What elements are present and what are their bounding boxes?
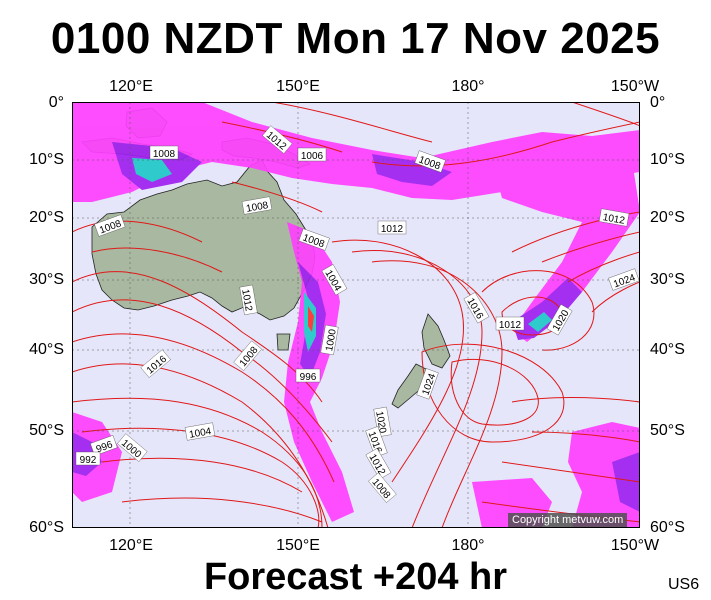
lat-label-20s-left: 20°S xyxy=(29,209,64,226)
isobar-line xyxy=(511,397,640,403)
isobar-line xyxy=(481,270,595,351)
lat-label-40s-left: 40°S xyxy=(29,341,64,358)
isobar-line xyxy=(567,251,640,283)
precip-tasman-red xyxy=(308,306,314,332)
isobar-line xyxy=(421,343,565,443)
isobar-line xyxy=(450,358,539,426)
weather-map: 1012 1008 1006 1008 1008 1008 1012 1008 … xyxy=(72,102,640,528)
isobar-label: 1004 xyxy=(188,426,212,441)
lon-label-150e-bottom: 150°E xyxy=(276,537,320,554)
lon-label-150w-bottom: 150°W xyxy=(610,537,660,554)
precip-coral-sea xyxy=(372,154,452,186)
precip-east-band xyxy=(492,154,640,342)
precip-south-core xyxy=(612,452,640,512)
precip-tropics-core2 xyxy=(132,158,172,182)
lat-label-40s-right: 40°S xyxy=(650,341,685,358)
isobar-label: 1008 xyxy=(245,200,269,215)
lat-label-60s-right: 60°S xyxy=(650,519,685,536)
isobar-line xyxy=(371,121,640,167)
map-frame xyxy=(72,102,640,528)
isobar-line xyxy=(91,247,223,273)
lon-label-150e-top: 150°E xyxy=(276,78,320,95)
precip-east-cyan xyxy=(528,312,552,332)
lat-label-20s-right: 20°S xyxy=(650,209,685,226)
lat-label-50s-right: 50°S xyxy=(650,422,685,439)
isobar-line xyxy=(221,121,343,153)
lat-label-30s-right: 30°S xyxy=(650,271,685,288)
isobar-line xyxy=(541,231,640,263)
isobar-label: 1000 xyxy=(324,328,339,352)
graticule xyxy=(72,102,640,528)
isobar-line xyxy=(72,333,335,483)
lat-label-60s-left: 60°S xyxy=(29,519,64,536)
isobar-line xyxy=(571,102,640,127)
isobar-line xyxy=(501,461,640,483)
map-title: 0100 NZDT Mon 17 Nov 2025 xyxy=(50,14,661,63)
lat-label-30s-left: 30°S xyxy=(29,271,64,288)
region-code: US6 xyxy=(668,576,700,593)
isobar-line xyxy=(121,497,323,523)
forecast-label: Forecast +204 hr xyxy=(203,556,508,598)
lon-label-120e-top: 120°E xyxy=(109,78,153,95)
isobar-label: 992 xyxy=(80,455,97,466)
lon-label-120e-bottom: 120°E xyxy=(109,537,153,554)
isobar-layer xyxy=(72,102,640,528)
isobar-label: 996 xyxy=(300,372,317,383)
isobar-line xyxy=(72,299,333,443)
lat-label-10s-right: 10°S xyxy=(650,151,685,168)
isobar-label: 1012 xyxy=(499,320,522,331)
isobar-line xyxy=(351,250,483,528)
isobar-line xyxy=(72,397,323,528)
isobar-line xyxy=(81,427,320,528)
lat-label-10s-left: 10°S xyxy=(29,151,64,168)
isobar-label: 1012 xyxy=(381,224,404,235)
lon-label-150w-top: 150°W xyxy=(610,78,660,95)
isobar-line xyxy=(371,260,503,528)
copyright-notice: Copyright metvuw.com xyxy=(508,513,628,527)
lat-label-50s-left: 50°S xyxy=(29,422,64,439)
isobar-line xyxy=(531,431,640,443)
isobar-label: 1012 xyxy=(602,212,626,227)
lon-label-180-bottom: 180° xyxy=(451,537,485,554)
tasmania-landmass xyxy=(276,333,291,351)
isobar-line xyxy=(271,102,433,143)
isobar-line xyxy=(231,181,323,213)
isobar-line xyxy=(331,239,464,483)
lat-label-0-left: 0° xyxy=(48,94,64,111)
isobar-label: 1006 xyxy=(301,151,324,162)
isobar-label: 1012 xyxy=(239,288,254,312)
isobar-line xyxy=(511,211,640,253)
lat-label-0-right: 0° xyxy=(650,94,666,111)
isobar-label: 1008 xyxy=(153,149,176,160)
isobar-line xyxy=(72,220,203,243)
nz-north-island xyxy=(421,313,451,369)
lon-label-180-top: 180° xyxy=(451,78,485,95)
isobar-line xyxy=(101,457,303,493)
